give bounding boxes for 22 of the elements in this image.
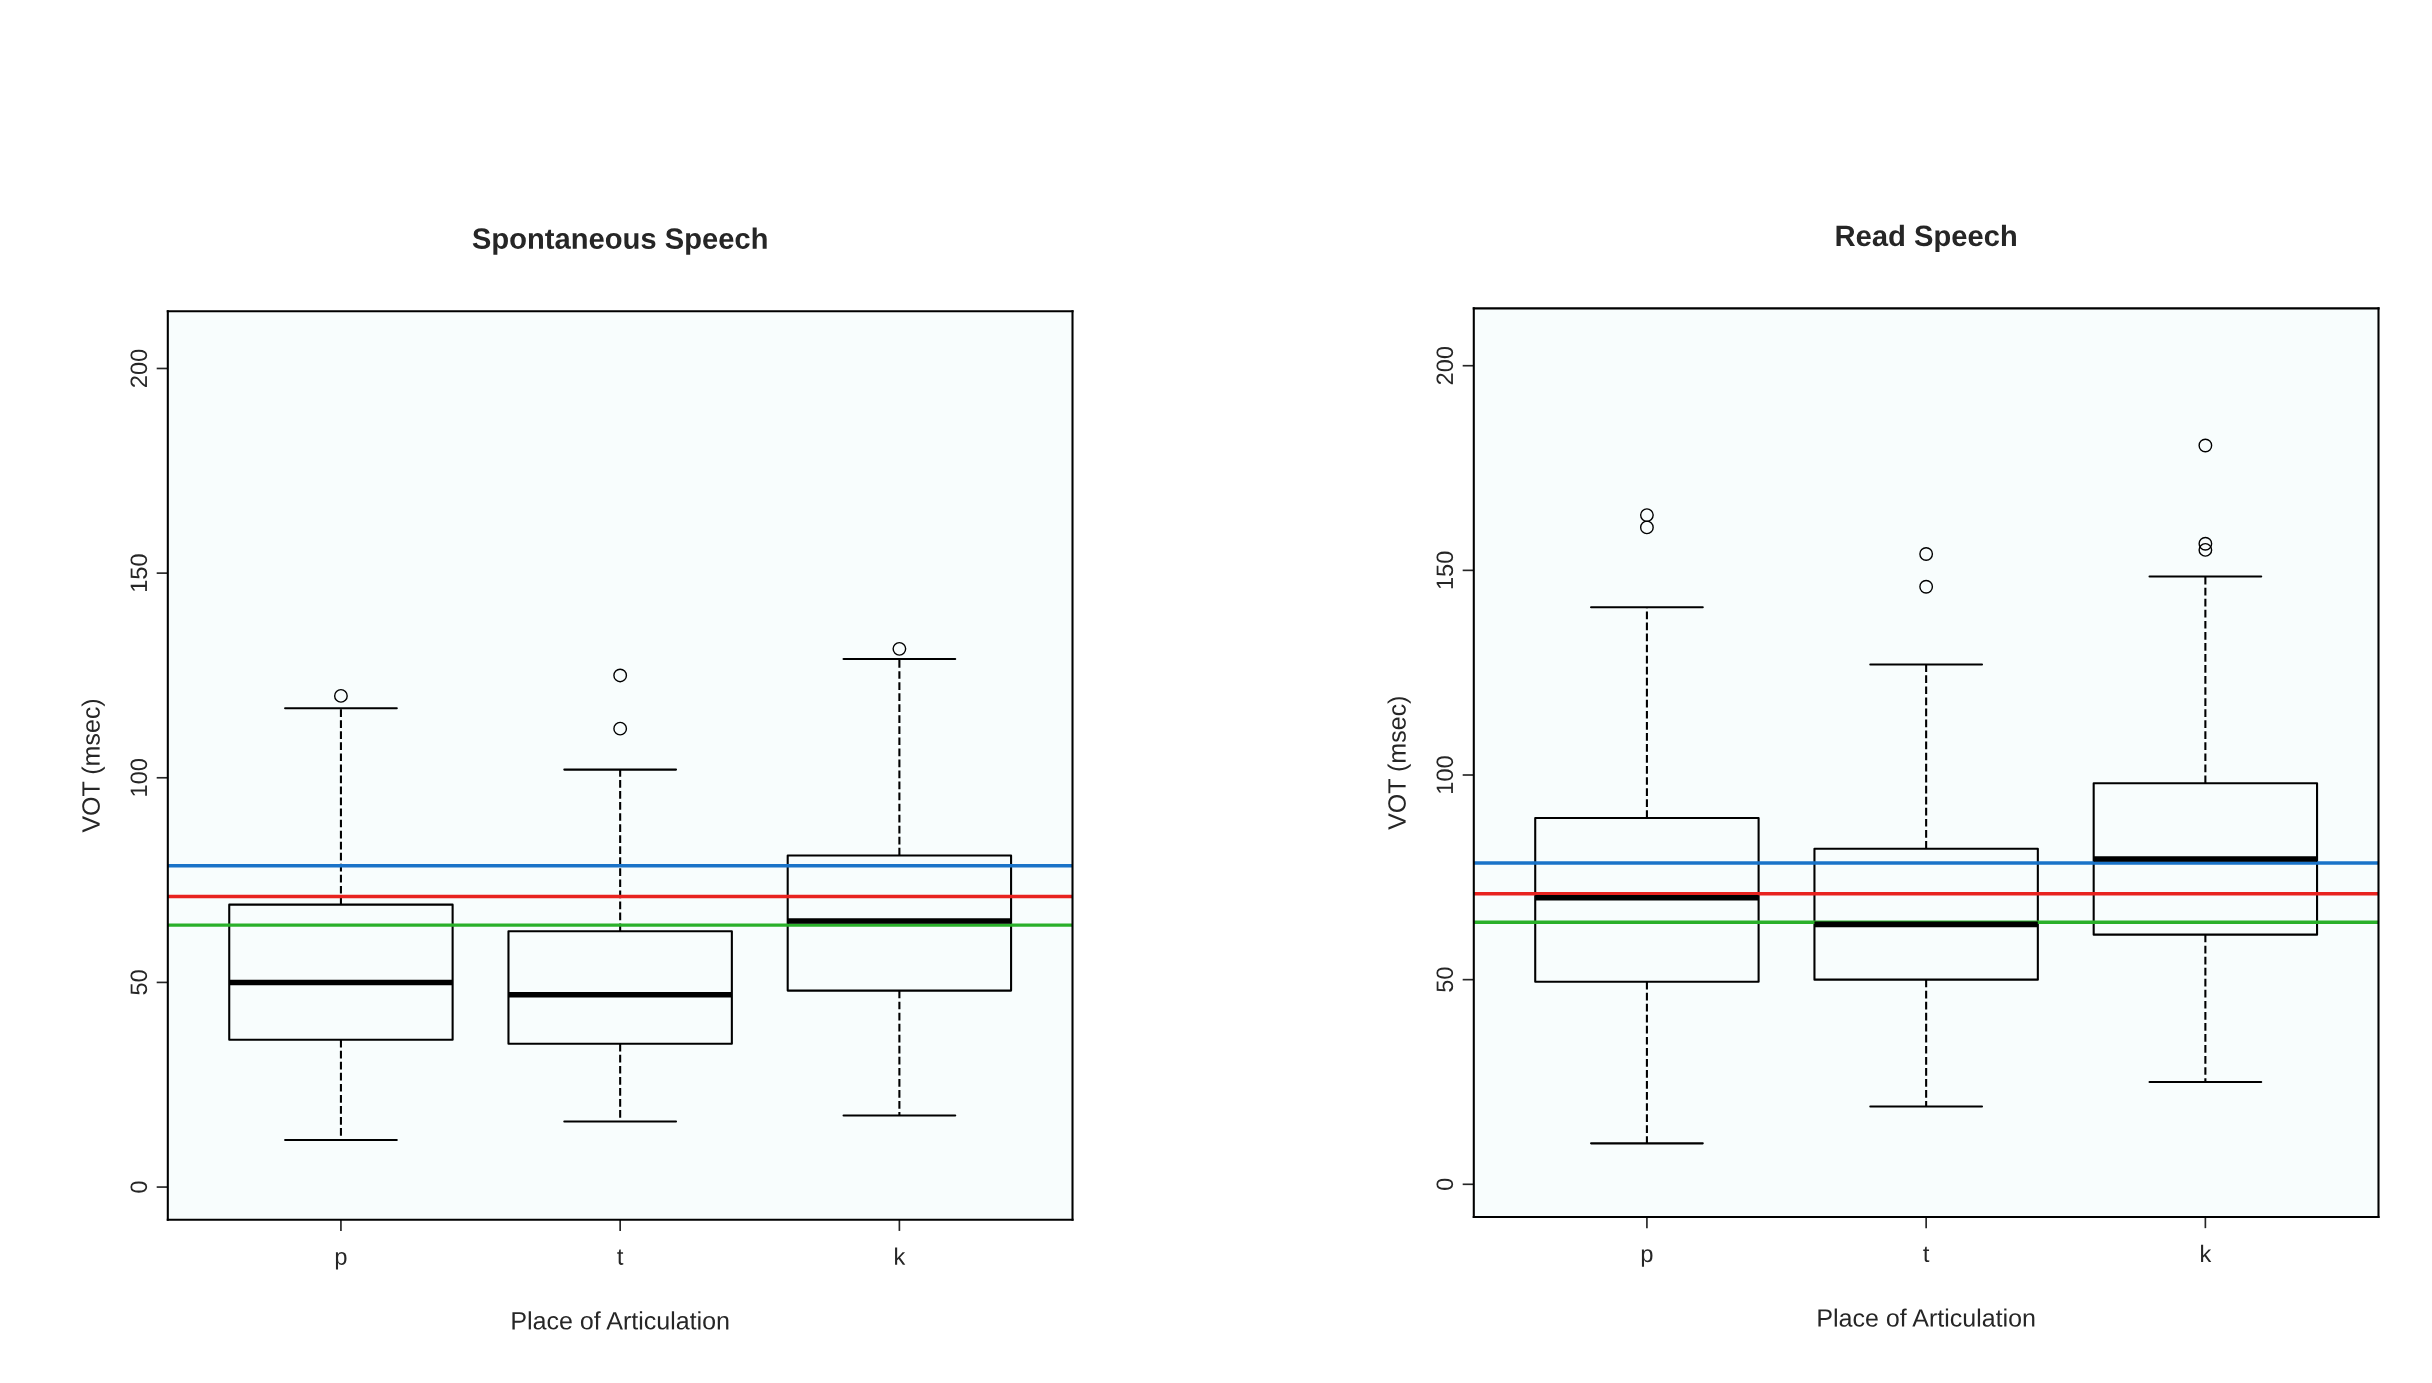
- chart-title: Read Speech: [1836, 224, 2016, 252]
- y-tick-label: 0: [1436, 1178, 1454, 1190]
- y-tick-label: 50: [1436, 967, 1454, 992]
- x-tick-label: t: [1923, 1246, 1930, 1263]
- x-axis-title: Place of Articulation: [512, 1311, 729, 1330]
- y-tick-label: 150: [1436, 551, 1454, 589]
- y-tick-label: 200: [130, 349, 148, 387]
- x-tick-label: p: [1641, 1249, 1653, 1267]
- y-tick-label: 0: [130, 1181, 148, 1193]
- y-tick-label: 150: [130, 554, 148, 592]
- x-axis-title: Place of Articulation: [1818, 1308, 2035, 1327]
- x-tick-label: t: [617, 1249, 624, 1265]
- x-tick-label: p: [335, 1252, 347, 1270]
- x-tick-label: k: [2201, 1244, 2212, 1262]
- y-tick-label: 200: [1436, 346, 1454, 385]
- y-axis-title: VOT (msec): [1387, 697, 1411, 830]
- y-tick-label: 100: [130, 758, 148, 796]
- chart-title: Spontaneous Speech: [472, 227, 767, 255]
- y-tick-label: 50: [130, 970, 148, 995]
- x-tick-label: k: [895, 1247, 906, 1265]
- y-axis-title: VOT (msec): [81, 699, 105, 833]
- y-tick-label: 100: [1436, 756, 1454, 793]
